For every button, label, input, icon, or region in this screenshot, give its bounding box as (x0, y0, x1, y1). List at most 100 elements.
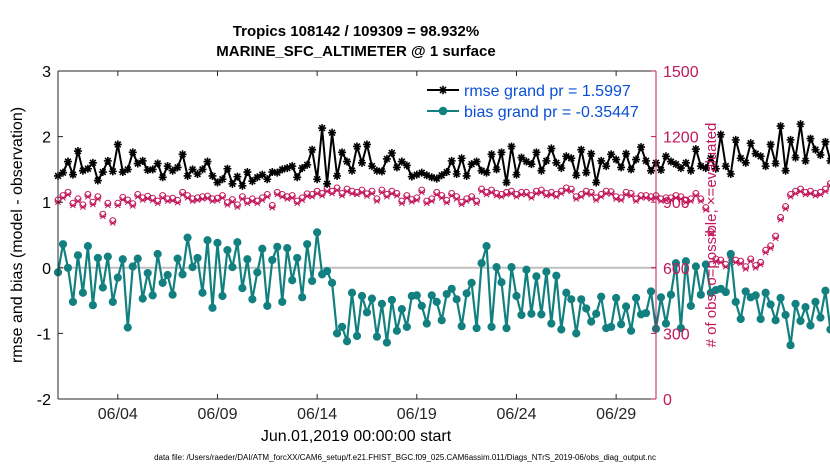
evaluated-point (318, 192, 326, 199)
bias-point (238, 284, 247, 293)
bias-point (756, 314, 765, 324)
possible-point (194, 194, 202, 202)
bias-point (691, 262, 700, 271)
possible-point (772, 232, 780, 240)
bias-point (731, 297, 740, 307)
bias-point (696, 290, 705, 299)
evaluated-point (787, 193, 794, 200)
rmse-point (472, 157, 481, 166)
possible-point (453, 193, 461, 201)
rmse-point (691, 145, 700, 154)
possible-point (712, 255, 720, 263)
evaluated-point (64, 191, 72, 198)
evaluated-point (274, 191, 281, 198)
evaluated-point (697, 198, 704, 205)
evaluated-point (732, 259, 739, 266)
bias-point (183, 233, 192, 242)
rmse-point (552, 158, 561, 167)
evaluated-point (448, 192, 455, 199)
bias-point (63, 263, 73, 272)
legend-bias-label: bias grand pr = -0.35447 (464, 104, 639, 121)
evaluated-point (493, 192, 500, 199)
rmse-point (382, 154, 391, 163)
bias-point (816, 313, 825, 322)
rmse-point (612, 155, 621, 164)
rmse-point (392, 163, 401, 172)
rmse-point (417, 168, 426, 177)
rmse-point (163, 162, 172, 171)
x-tick-label: 06/19 (397, 406, 437, 423)
rmse-point (602, 162, 611, 171)
bias-point (671, 259, 681, 268)
possible-point (448, 189, 456, 197)
bias-point (417, 301, 426, 310)
possible-point (532, 187, 540, 195)
bias-point (188, 263, 197, 272)
evaluated-point (443, 199, 450, 206)
rmse-point (178, 150, 187, 159)
bias-point (313, 228, 322, 237)
rmse-point (497, 148, 506, 157)
rmse-point (756, 152, 765, 161)
bias-point (567, 295, 576, 304)
rmse-point (103, 156, 112, 165)
bias-point (98, 283, 107, 292)
evaluated-point (632, 198, 640, 205)
possible-point (647, 193, 655, 201)
evaluated-point (59, 194, 67, 201)
bias-point (223, 245, 232, 255)
evaluated-point (657, 198, 665, 205)
bias-point (253, 268, 262, 277)
evaluated-point (358, 189, 366, 196)
bias-point (148, 291, 157, 300)
rmse-point (208, 171, 217, 180)
possible-point (79, 201, 87, 209)
possible-point (816, 188, 824, 196)
rmse-point (432, 174, 441, 183)
rmse-point (323, 179, 332, 188)
evaluated-point (373, 198, 381, 205)
evaluated-point (94, 195, 101, 202)
rmse-point (223, 164, 232, 173)
bias-point (158, 278, 167, 287)
bias-point (751, 291, 760, 300)
possible-point (368, 187, 376, 195)
rmse-point (422, 171, 431, 180)
rmse-point (731, 135, 740, 144)
possible-point (672, 192, 680, 200)
rmse-point (487, 150, 496, 159)
rmse-point (188, 165, 197, 174)
rmse-point (313, 175, 322, 184)
possible-point (74, 195, 82, 203)
rmse-point (706, 154, 715, 163)
rmse-point (338, 148, 347, 157)
possible-point (413, 194, 421, 202)
rmse-point (288, 162, 297, 171)
rmse-point (462, 171, 471, 180)
bias-point (726, 249, 735, 259)
evaluated-point (323, 188, 331, 195)
rmse-point (68, 170, 77, 179)
possible-point (826, 180, 830, 188)
possible-point (697, 195, 705, 203)
bias-point (557, 325, 566, 334)
evaluated-point (677, 195, 685, 202)
rmse-point (701, 164, 710, 173)
rmse-point (133, 159, 142, 168)
bias-point (422, 319, 431, 328)
possible-point (263, 191, 271, 199)
y-tick-label: -1 (37, 326, 51, 343)
rmse-point (661, 152, 670, 161)
bias-point (821, 286, 830, 295)
y-tick-label: 2 (42, 130, 51, 147)
possible-point (184, 192, 192, 200)
rmse-point (711, 164, 720, 173)
evaluated-point (463, 198, 470, 205)
possible-point (303, 190, 311, 198)
bias-point (607, 322, 616, 331)
bias-point (128, 262, 137, 271)
bias-point (93, 253, 102, 263)
bias-point (118, 255, 127, 264)
evaluated-point (383, 193, 391, 200)
bias-point (308, 276, 317, 286)
